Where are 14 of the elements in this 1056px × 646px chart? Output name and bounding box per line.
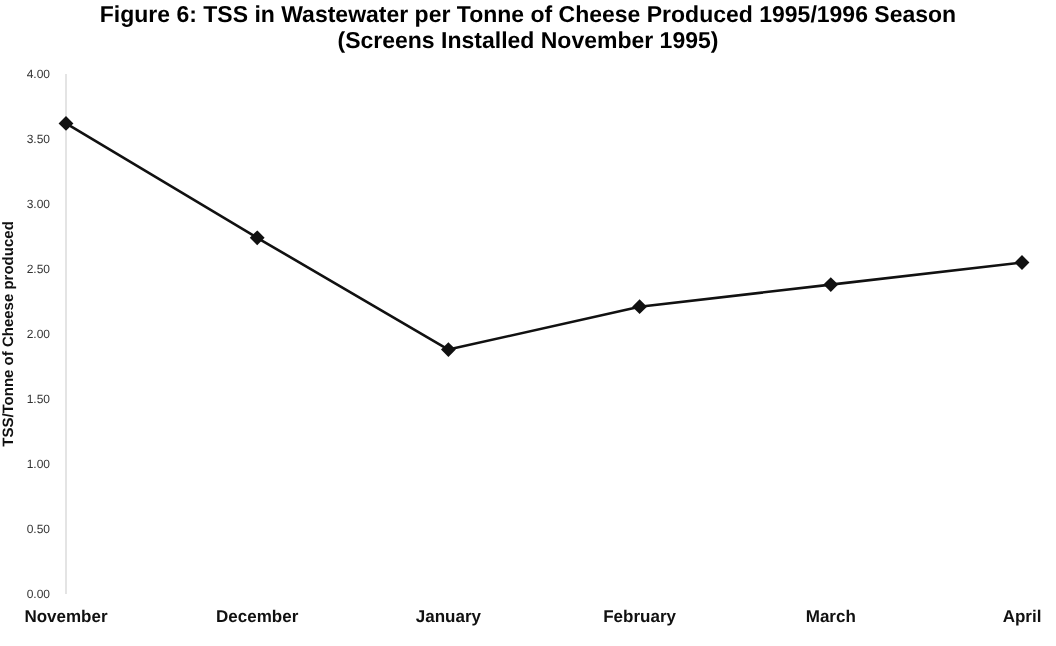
x-tick-label: November [24, 606, 109, 627]
point [441, 342, 456, 357]
point [1015, 255, 1029, 270]
chart-title: Figure 6: TSS in Wastewater per Tonne of Cheese Produced 1995/1996 Season [97, 4, 959, 30]
point [59, 116, 73, 131]
x-tick-label: January [415, 606, 482, 627]
x-tick-label: April [1002, 606, 1042, 627]
point [632, 299, 647, 314]
point [823, 277, 838, 292]
point [250, 230, 265, 245]
x-tick-label: December [216, 606, 300, 627]
chart-subtitle: (Screens Installed November 1995) [335, 30, 721, 56]
x-tick-label: February [603, 606, 677, 627]
x-tick-label: March [805, 606, 856, 627]
